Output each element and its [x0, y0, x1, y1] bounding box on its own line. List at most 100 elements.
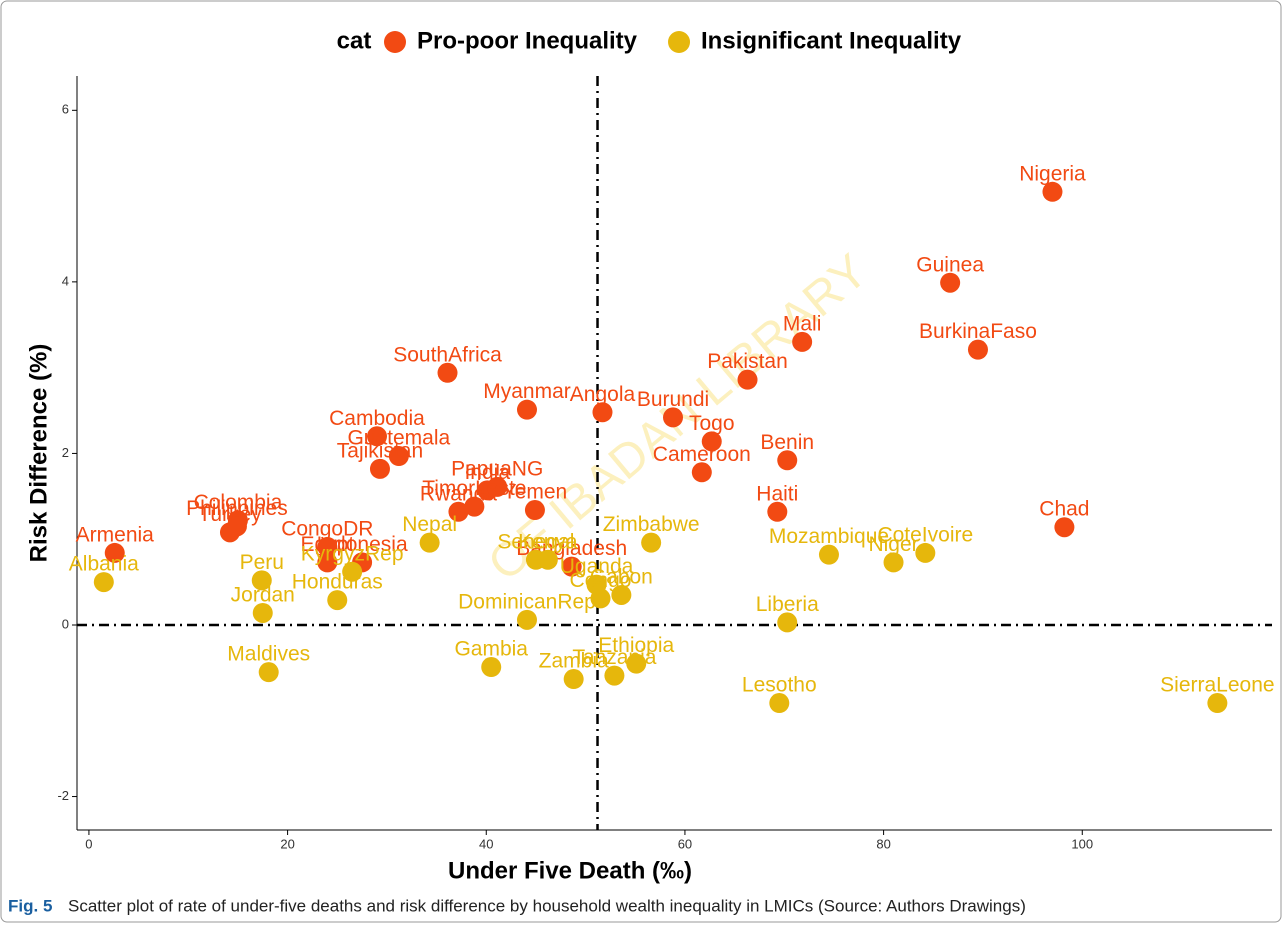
point [93, 572, 114, 593]
point-label: Turkey [198, 503, 262, 526]
point-label: Peru [240, 551, 284, 574]
point-label: Colombia [194, 491, 283, 514]
y-axis-title: Risk Difference (%) [25, 344, 52, 563]
point-label: DominicanRep [458, 590, 596, 613]
point [792, 331, 813, 352]
point [604, 665, 625, 686]
point [464, 496, 485, 517]
x-tick-label: 80 [876, 836, 890, 851]
caption-label: Fig. 5 [8, 896, 52, 915]
point-label: Philippines [186, 497, 288, 520]
point-label: Nigeria [1019, 162, 1086, 185]
point-label: Niger [868, 533, 918, 556]
point [1042, 181, 1063, 202]
point-label: Albania [69, 553, 139, 576]
point-label: CongoDR [281, 517, 373, 540]
point-label: Haiti [756, 482, 798, 505]
point [104, 542, 125, 563]
point-label: Guatemala [347, 427, 450, 450]
point-label: Jordan [231, 584, 295, 607]
point [226, 516, 247, 537]
point [481, 657, 502, 678]
point [737, 369, 758, 390]
point [563, 669, 584, 690]
point-label: Ethiopia [598, 634, 674, 657]
x-axis-title: Under Five Death (‰) [448, 857, 692, 884]
point-label: KyrgyzRep [301, 542, 404, 565]
point [369, 458, 390, 479]
y-tick-label: 2 [62, 445, 69, 460]
point-label: Uganda [560, 555, 634, 578]
y-tick-label: -2 [57, 788, 69, 803]
legend-marker [668, 31, 691, 53]
point [448, 501, 469, 522]
point-label: SouthAfrica [393, 343, 502, 366]
point-label: Burundi [637, 388, 709, 411]
point [561, 556, 582, 577]
point-label: Tanzania [572, 646, 656, 669]
point [915, 542, 936, 563]
point-label: Gabon [590, 566, 653, 589]
point [1207, 693, 1228, 714]
point-label: Zambia [539, 650, 609, 673]
point-label: Lesotho [742, 674, 817, 697]
point [366, 426, 387, 447]
legend-marker [384, 31, 406, 53]
point [437, 362, 458, 383]
point [252, 602, 273, 623]
point [317, 536, 338, 557]
point [327, 590, 348, 611]
point-label: Tajikistan [337, 439, 423, 462]
point-label: Pakistan [707, 350, 788, 373]
y-tick-label: 4 [62, 273, 69, 288]
point [419, 532, 440, 553]
point [641, 532, 662, 553]
point-label: Benin [760, 431, 814, 454]
point [769, 693, 790, 714]
point-label: Gambia [454, 638, 528, 661]
point [516, 609, 537, 630]
point-label: Cameroon [653, 443, 751, 466]
point-label: Angola [570, 383, 636, 406]
point-label: PapuaNG [451, 457, 543, 480]
point-label: BurkinaFaso [919, 320, 1037, 343]
point-label: Cambodia [329, 407, 425, 430]
point [1054, 517, 1075, 538]
point-label: Mozambique [769, 525, 889, 548]
point-label: TimorLeste [422, 477, 526, 500]
point-label: Indonesia [317, 533, 408, 556]
x-tick-label: 40 [479, 836, 493, 851]
point [590, 588, 611, 609]
point [940, 272, 961, 293]
point-label: Honduras [292, 571, 383, 594]
point [818, 544, 839, 565]
point [663, 407, 684, 428]
point [487, 476, 508, 497]
point [767, 501, 788, 522]
point-label: Mali [783, 312, 822, 335]
point [611, 584, 632, 605]
point-label: CoteIvoire [877, 523, 973, 546]
legend-label: Pro-poor Inequality [417, 27, 638, 54]
point [701, 431, 722, 452]
point [317, 552, 338, 573]
point [524, 500, 545, 521]
point-label: Myanmar [483, 380, 571, 403]
point [777, 612, 798, 633]
x-tick-label: 60 [678, 836, 692, 851]
point [883, 552, 904, 573]
point [258, 662, 279, 683]
legend-title: cat [337, 27, 372, 54]
point-label: Chad [1039, 498, 1089, 521]
point-label: Kenya [518, 530, 578, 553]
caption: Scatter plot of rate of under-five death… [68, 896, 1026, 915]
point-label: Zimbabwe [603, 513, 700, 536]
point-label: SierraLeone [1160, 674, 1274, 697]
point [626, 653, 647, 674]
y-tick-label: 0 [62, 616, 69, 631]
point [537, 549, 558, 570]
point [516, 399, 537, 420]
point-label: Togo [689, 412, 735, 435]
point-label: Nepal [402, 513, 457, 536]
